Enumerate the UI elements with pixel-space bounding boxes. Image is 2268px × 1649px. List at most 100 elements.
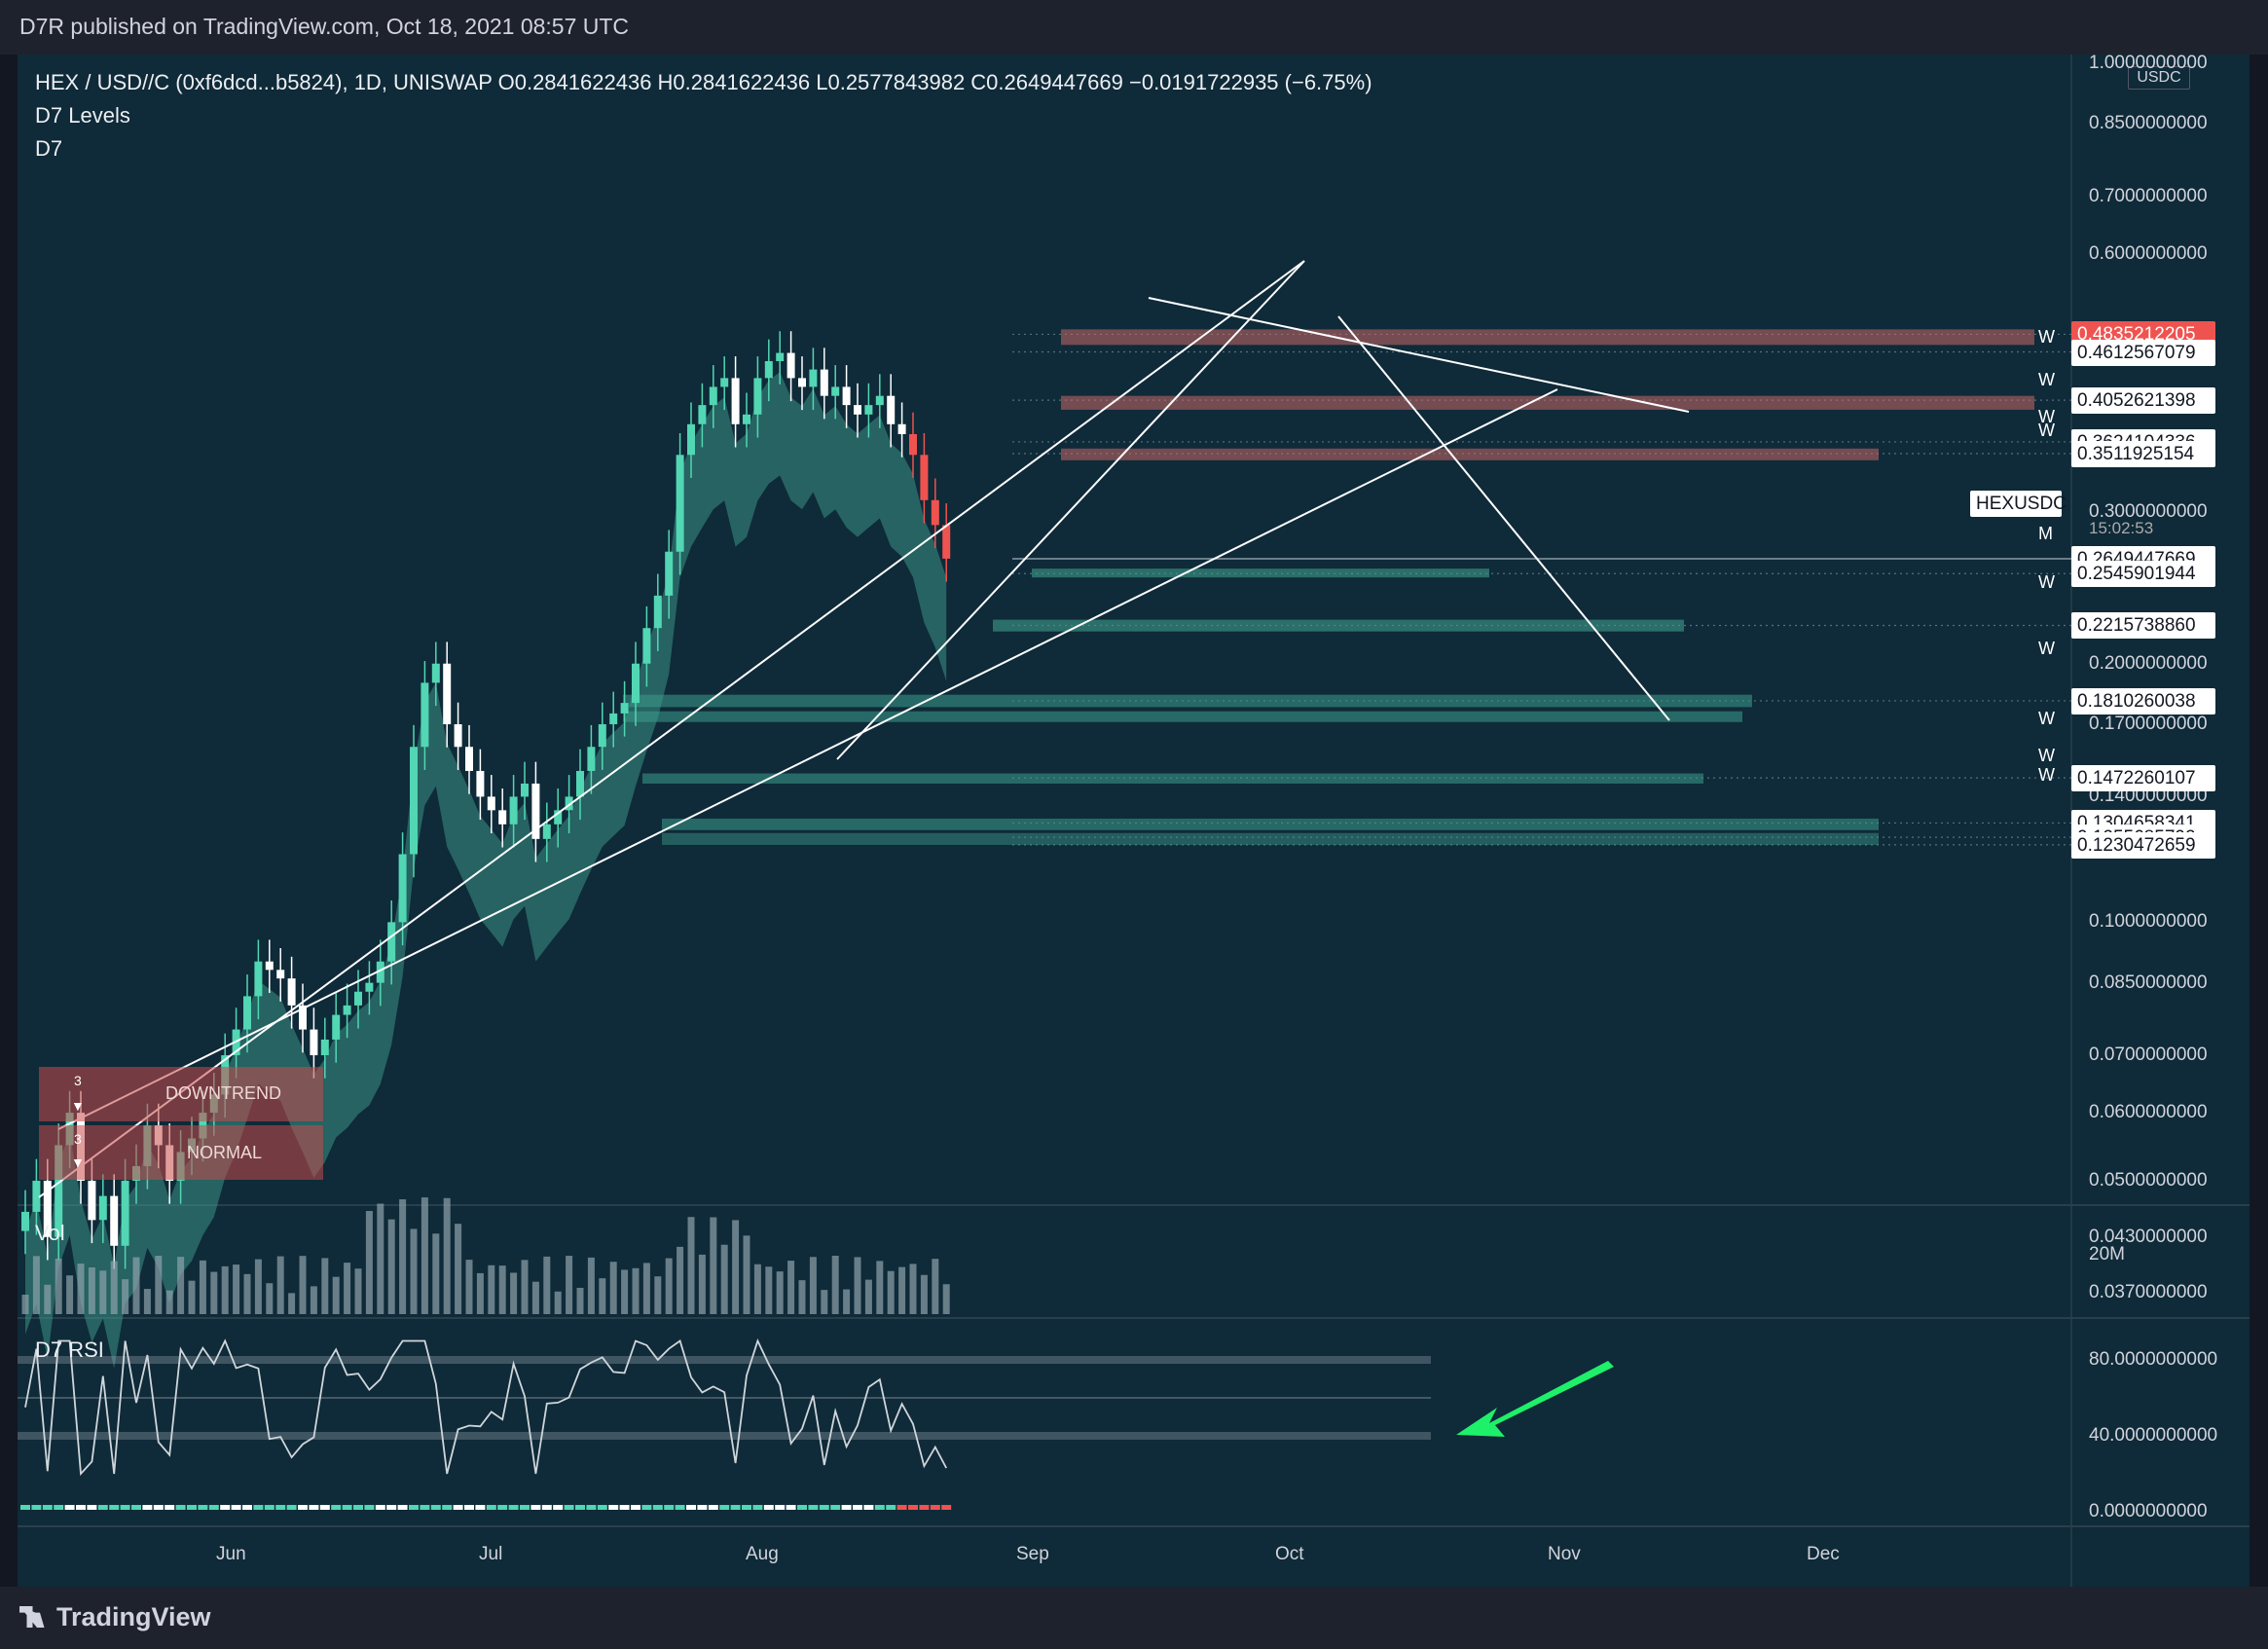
volume-bar: [210, 1271, 218, 1314]
rsi-signal-dot: [719, 1505, 730, 1510]
d7-cloud-band: [25, 372, 947, 1369]
candle-body: [875, 395, 884, 406]
volume-bar: [831, 1256, 839, 1314]
volume-bar: [233, 1264, 240, 1314]
candle-body: [842, 386, 851, 406]
volume-bar: [132, 1257, 140, 1314]
candle-body: [521, 783, 529, 797]
downtrend-box: [39, 1067, 323, 1121]
candle-body: [786, 352, 795, 379]
candle-body: [798, 378, 806, 387]
rsi-signal-dot: [319, 1505, 330, 1510]
volume-bar: [909, 1264, 917, 1314]
rsi-signal-dot: [763, 1505, 774, 1510]
volume-bar: [177, 1257, 185, 1314]
rsi-signal-dot: [464, 1505, 474, 1510]
price-zone: [662, 832, 1879, 846]
level-tag-w: W: [2038, 421, 2055, 440]
rsi-signal-dot: [175, 1505, 186, 1510]
volume-bar: [32, 1256, 40, 1314]
volume-bar: [864, 1279, 872, 1314]
rsi-signal-dot: [586, 1505, 597, 1510]
rsi-signal-dot: [353, 1505, 363, 1510]
volume-bar: [510, 1272, 518, 1314]
publish-bar: D7R published on TradingView.com, Oct 18…: [0, 0, 2268, 55]
candle-body: [554, 810, 563, 824]
candle-body: [487, 796, 495, 811]
candle-body: [620, 703, 629, 714]
green-arrow-icon: [1456, 1361, 1614, 1437]
volume-bar: [665, 1258, 673, 1314]
rsi-signal-dot: [442, 1505, 453, 1510]
candle-body: [121, 1180, 129, 1246]
candle-body: [864, 405, 873, 415]
volume-bar: [843, 1289, 851, 1314]
candle-body: [642, 628, 651, 664]
volume-bar: [720, 1244, 728, 1314]
price-zone: [1061, 395, 2034, 410]
rsi-signal-dot: [819, 1505, 829, 1510]
price-level-label: 0.2215738860: [2071, 612, 2215, 640]
candle-body: [32, 1180, 41, 1212]
rsi-signal-dot: [530, 1505, 541, 1510]
volume-bar: [55, 1258, 62, 1314]
rsi-signal-dot: [874, 1505, 885, 1510]
time-axis-tick: Aug: [746, 1544, 779, 1564]
rsi-signal-dot: [453, 1505, 463, 1510]
candle-body: [731, 378, 740, 424]
volume-bar: [44, 1284, 52, 1314]
volume-bar: [642, 1263, 650, 1314]
rsi-signal-dot: [575, 1505, 585, 1510]
tradingview-logo[interactable]: TradingView: [19, 1602, 211, 1632]
candle-body: [55, 1145, 63, 1237]
candle-body: [887, 395, 896, 424]
candle-body: [509, 796, 518, 824]
candle-body: [454, 724, 462, 748]
volume-bar: [654, 1276, 662, 1314]
rsi-signal-dot: [564, 1505, 574, 1510]
candle-body: [88, 1180, 96, 1221]
volume-bar: [920, 1274, 928, 1314]
volume-bar: [165, 1290, 173, 1314]
candle-body: [110, 1195, 119, 1246]
candle-body: [365, 982, 374, 992]
volume-bar: [455, 1224, 462, 1314]
trend-line: [38, 260, 1305, 1198]
price-zone: [623, 694, 1752, 708]
rsi-signal-dot: [930, 1505, 940, 1510]
trend-line: [1148, 297, 1690, 413]
volume-bar: [321, 1258, 329, 1314]
rsi-pane-label: D7 RSI: [35, 1338, 104, 1362]
rsi-signal-dot: [220, 1505, 231, 1510]
volume-pane-label: Vol: [35, 1221, 65, 1245]
price-axis-tick: 0.2000000000: [2089, 652, 2208, 674]
rsi-signal-dot: [76, 1505, 86, 1510]
rsi-signal-dot: [608, 1505, 619, 1510]
volume-bar: [776, 1271, 784, 1314]
candle-body: [465, 747, 473, 771]
rsi-signal-dot: [697, 1505, 708, 1510]
price-level-label: 0.3511925154: [2071, 440, 2215, 467]
price-zone: [642, 773, 1703, 784]
rsi-signal-dot: [775, 1505, 786, 1510]
rsi-signal-dot: [342, 1505, 352, 1510]
level-tag-w: W: [2038, 639, 2055, 658]
volume-bar: [399, 1199, 407, 1314]
volume-bar: [288, 1293, 296, 1314]
rsi-signal-dot: [275, 1505, 286, 1510]
rsi-signal-dot: [31, 1505, 42, 1510]
price-zone: [623, 711, 1742, 722]
level-tag-w: W: [2038, 765, 2055, 785]
candle-body: [576, 770, 584, 797]
rsi-signal-dot: [830, 1505, 841, 1510]
price-level-label: 0.1810260038: [2071, 687, 2215, 715]
volume-bar: [743, 1235, 750, 1314]
rsi-signal-dot: [863, 1505, 874, 1510]
indicator-levels-label: D7 Levels: [35, 103, 130, 128]
candle-body: [609, 713, 618, 725]
level-tag-m: M: [2038, 524, 2053, 543]
rsi-signal-dot: [652, 1505, 663, 1510]
volume-bar: [932, 1259, 939, 1314]
volume-bar: [254, 1259, 262, 1314]
